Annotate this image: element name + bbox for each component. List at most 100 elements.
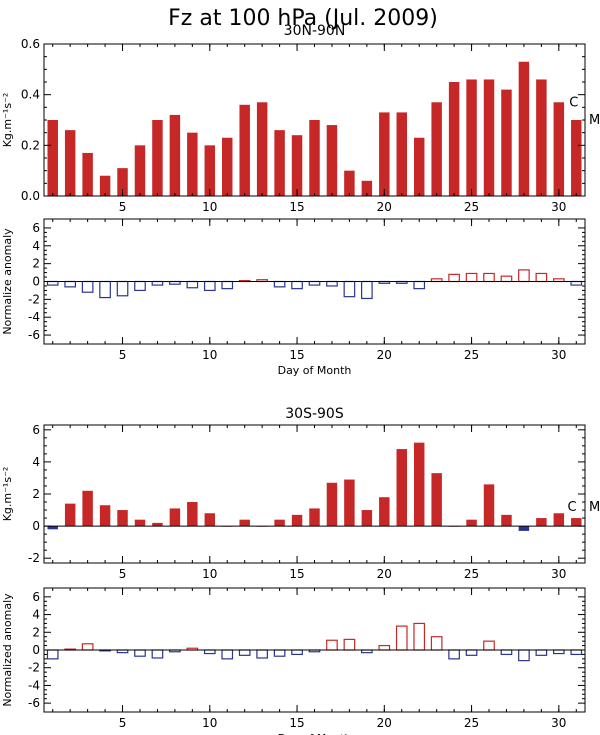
sh-flux-bar	[466, 519, 477, 527]
sh-flux-bar	[274, 519, 285, 527]
nh-flux-bar	[222, 137, 233, 196]
sh-flux-marker-c: C	[568, 500, 577, 515]
nh-flux-y-tick-label: 0.0	[21, 189, 40, 203]
nh-flux-bar	[99, 175, 111, 196]
nh-anomaly-x-tick-label: 10	[202, 348, 217, 362]
sh-anomaly-bar	[343, 638, 356, 651]
sh-anomaly-bar	[151, 649, 164, 659]
nh-anomaly-y-tick-label: -4	[28, 310, 40, 324]
nh-anomaly-bar	[99, 280, 111, 299]
nh-flux-bar	[553, 102, 565, 196]
nh-flux-bar	[536, 79, 547, 196]
sh-flux-frame	[43, 424, 586, 564]
nh-flux-bar	[82, 152, 93, 196]
nh-flux-bar	[47, 120, 58, 196]
nh-anomaly-panel: 5 10 15 20 25 30 -6 -4 -2 0 2 4 6 Normalize anomaly Da…	[1, 218, 586, 377]
nh-anomaly-bar	[570, 280, 583, 286]
nh-anomaly-y-tick-label: 6	[32, 221, 40, 235]
nh-anomaly-bar	[361, 280, 373, 300]
sh-anomaly-bar	[448, 649, 460, 660]
sh-flux-y-tick-label: 4	[32, 455, 40, 469]
nh-flux-bar	[413, 137, 425, 196]
sh-flux-y-tick-label: -2	[28, 551, 40, 565]
nh-anomaly-bar	[273, 280, 286, 288]
sh-flux-bar	[413, 442, 425, 527]
sh-flux-y-tick-label: 6	[32, 423, 40, 437]
nh-flux-bar	[274, 130, 285, 196]
nh-anomaly-bar	[81, 280, 94, 293]
sh-anomaly-bar	[483, 640, 495, 651]
nh-anomaly-bar	[134, 280, 146, 292]
sh-flux-bar	[309, 508, 320, 527]
sh-flux-bar	[152, 522, 163, 527]
sh-anomaly-panel: 5 10 15 20 25 30 -6 -4 -2 0 2 4 6 Normalized anomaly D…	[1, 587, 586, 735]
sh-flux-x-tick-label: 25	[464, 567, 479, 581]
sh-anomaly-bar	[413, 622, 426, 651]
sh-flux-bar	[82, 490, 93, 527]
nh-flux-bar	[309, 120, 320, 196]
nh-anomaly-bar	[203, 280, 216, 292]
nh-flux-bar	[187, 132, 198, 196]
nh-flux-bar	[571, 120, 582, 196]
sh-flux-x-tick-label: 20	[377, 567, 392, 581]
nh-anomaly-bar	[116, 280, 129, 297]
nh-flux-y-tick-label: 0.6	[21, 37, 40, 51]
sh-anomaly-bar	[221, 649, 234, 660]
nh-flux-x-tick-label: 25	[464, 200, 479, 214]
nh-anomaly-x-tick-label: 20	[377, 348, 392, 362]
sh-flux-bar	[47, 526, 58, 530]
sh-anomaly-y-tick-label: 0	[32, 643, 40, 657]
sh-anomaly-bar	[46, 649, 59, 660]
sh-anomaly-bar	[326, 639, 338, 651]
nh-anomaly-bar	[500, 275, 513, 283]
sh-anomaly-y-tick-label: -2	[28, 661, 40, 675]
nh-flux-y-tick-label: 0.4	[21, 88, 40, 102]
sh-flux-x-tick-label: 10	[202, 567, 217, 581]
nh-anomaly-x-tick-label: 15	[289, 348, 304, 362]
sh-flux-y-axis-label: Kg.m⁻¹s⁻²	[1, 467, 14, 522]
nh-anomaly-bar	[291, 280, 303, 290]
sh-anomaly-bar	[518, 649, 530, 662]
nh-flux-y-tick-label: 0.2	[21, 138, 40, 152]
sh-anomaly-bar	[535, 649, 548, 656]
sh-flux-bar	[501, 514, 512, 527]
sh-anomaly-y-axis-label: Normalized anomaly	[1, 593, 14, 707]
nh-flux-marker-c: C	[569, 95, 578, 110]
sh-flux-x-tick-label: 30	[551, 567, 566, 581]
nh-anomaly-bar	[46, 280, 59, 286]
sh-flux-bar	[204, 513, 216, 527]
sh-flux-marker-m: M	[589, 500, 600, 515]
nh-flux-bar	[379, 112, 390, 196]
nh-anomaly-bar	[465, 272, 478, 283]
sh-anomaly-y-tick-label: 2	[32, 625, 40, 639]
sh-anomaly-bar	[430, 636, 443, 651]
nh-flux-title: 30N-90N	[284, 23, 346, 39]
nh-flux-bar	[134, 145, 146, 196]
sh-flux-bar	[553, 513, 565, 527]
nh-flux-bar	[169, 114, 181, 196]
sh-flux-bar	[169, 508, 181, 527]
nh-flux-bar	[396, 112, 407, 196]
nh-flux-x-tick-label: 30	[551, 200, 566, 214]
sh-flux-bar	[361, 510, 373, 527]
nh-flux-x-tick-label: 20	[377, 200, 392, 214]
sh-flux-bar	[483, 484, 495, 527]
sh-flux-bar	[571, 518, 582, 527]
sh-anomaly-bar	[570, 649, 583, 656]
sh-anomaly-y-tick-label: -4	[28, 678, 40, 692]
sh-flux-x-tick-label: 5	[119, 567, 127, 581]
sh-flux-bar	[117, 510, 128, 527]
figure-title: Fz at 100 hPa (Jul. 2009)	[168, 6, 438, 31]
sh-flux-x-tick-label: 15	[289, 567, 304, 581]
sh-anomaly-bar	[273, 649, 286, 657]
sh-anomaly-y-tick-label: -6	[28, 696, 40, 710]
nh-anomaly-bar	[343, 280, 356, 298]
sh-anomaly-x-tick-label: 25	[464, 716, 479, 730]
nh-flux-bar	[344, 170, 355, 196]
nh-flux-bar	[117, 168, 128, 196]
sh-flux-bar	[431, 473, 442, 527]
sh-flux-bar	[326, 482, 338, 527]
sh-anomaly-bar	[291, 649, 303, 656]
sh-flux-bar	[518, 526, 530, 531]
nh-anomaly-y-tick-label: 0	[32, 275, 40, 289]
